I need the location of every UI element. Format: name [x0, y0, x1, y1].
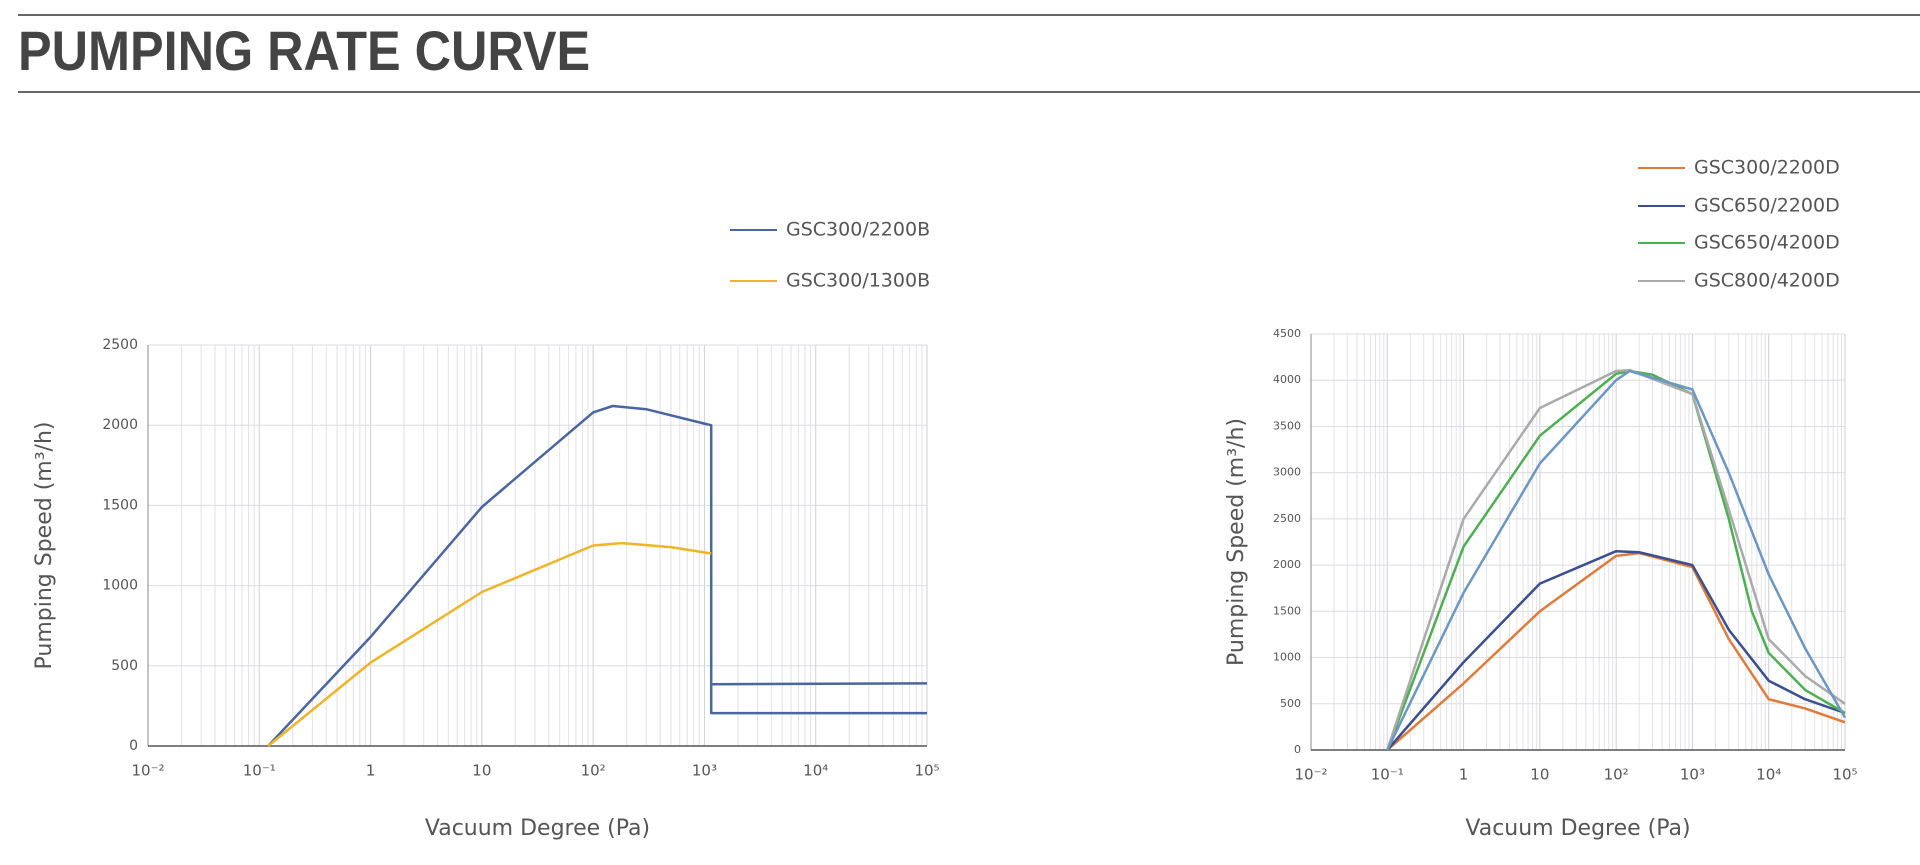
x-tick-label: 10² [1604, 766, 1629, 784]
series-line [1386, 549, 1846, 751]
x-tick-label: 1 [366, 762, 376, 780]
y-tick-label: 1000 [1273, 651, 1301, 664]
x-tick-label: 10⁵ [914, 762, 939, 780]
x-tick-label: 10⁻² [131, 762, 164, 780]
y-tick-label: 1500 [102, 497, 138, 513]
x-tick-label: 10³ [692, 762, 717, 780]
y-axis-label: Pumping Speed (m³/h) [32, 422, 57, 670]
y-tick-label: 2000 [1273, 558, 1301, 571]
legend-label: GSC650/4200D [1694, 232, 1840, 254]
legend-label: GSC800/4200D [1694, 270, 1840, 292]
series-line [267, 541, 712, 747]
x-tick-label: 10⁻² [1294, 766, 1327, 784]
series-line [1386, 551, 1846, 751]
y-tick-label: 3000 [1273, 466, 1301, 479]
x-tick-label: 10 [1530, 766, 1549, 784]
y-tick-label: 4000 [1273, 373, 1301, 386]
series-line [267, 404, 928, 747]
x-tick-label: 10 [472, 762, 491, 780]
y-tick-label: 3500 [1273, 419, 1301, 432]
x-tick-label: 10² [581, 762, 606, 780]
x-axis-label: Vacuum Degree (Pa) [1465, 816, 1690, 841]
x-tick-label: 10⁴ [1756, 766, 1781, 784]
x-tick-label: 10⁵ [1832, 766, 1857, 784]
x-tick-label: 10⁻¹ [243, 762, 276, 780]
x-axis-label: Vacuum Degree (Pa) [425, 816, 650, 841]
legend-label: GSC300/2200B [786, 219, 930, 241]
y-tick-label: 1000 [102, 578, 138, 594]
page-title: PUMPING RATE CURVE [18, 20, 590, 82]
y-tick-label: 2000 [102, 417, 138, 433]
y-tick-label: 2500 [102, 337, 138, 353]
x-tick-label: 10³ [1680, 766, 1705, 784]
x-tick-label: 10⁻¹ [1371, 766, 1404, 784]
y-tick-label: 0 [1294, 743, 1301, 756]
x-tick-label: 1 [1459, 766, 1469, 784]
x-tick-label: 10⁴ [803, 762, 828, 780]
y-tick-label: 500 [1280, 697, 1301, 710]
y-tick-label: 4500 [1273, 327, 1301, 340]
series-line [1386, 369, 1847, 751]
series-line [1386, 368, 1846, 751]
y-axis-label: Pumping Speed (m³/h) [1224, 418, 1249, 666]
legend-label: GSC650/2200D [1694, 195, 1840, 217]
y-tick-label: 0 [129, 738, 138, 754]
y-tick-label: 2500 [1273, 512, 1301, 525]
y-tick-label: 1500 [1273, 604, 1301, 617]
legend-label: GSC300/2200D [1694, 157, 1840, 179]
legend-label: GSC300/1300B [786, 270, 930, 292]
y-tick-label: 500 [111, 658, 138, 674]
